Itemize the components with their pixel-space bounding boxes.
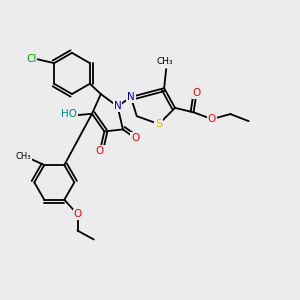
Text: N: N	[114, 101, 122, 111]
Text: Cl: Cl	[26, 54, 37, 64]
Text: H: H	[69, 110, 76, 121]
Text: O: O	[74, 209, 82, 220]
Text: S: S	[155, 119, 162, 129]
Text: O: O	[96, 146, 104, 156]
Text: N: N	[127, 92, 135, 102]
Text: O: O	[192, 88, 201, 98]
Text: CH₃: CH₃	[156, 57, 173, 66]
Text: O: O	[131, 133, 140, 143]
Text: O: O	[208, 114, 216, 124]
Text: CH₃: CH₃	[16, 152, 32, 161]
Text: HO: HO	[61, 109, 77, 119]
